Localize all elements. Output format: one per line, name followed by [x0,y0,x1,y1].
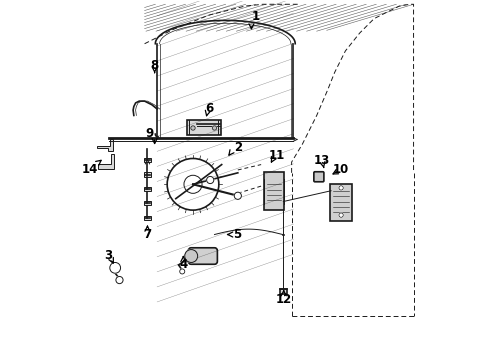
FancyBboxPatch shape [330,184,352,221]
Text: 8: 8 [150,59,159,72]
Circle shape [339,213,343,217]
FancyBboxPatch shape [144,216,151,220]
Text: 13: 13 [314,154,330,167]
FancyBboxPatch shape [314,172,324,182]
FancyBboxPatch shape [280,289,287,294]
Text: 4: 4 [179,258,188,271]
FancyBboxPatch shape [144,201,151,206]
Text: 6: 6 [205,102,213,115]
FancyBboxPatch shape [188,248,218,264]
Polygon shape [98,154,114,169]
Circle shape [212,126,217,130]
FancyBboxPatch shape [187,120,220,135]
Circle shape [207,176,214,184]
Text: 9: 9 [145,127,153,140]
Circle shape [234,192,242,199]
Text: 12: 12 [275,293,292,306]
Text: 5: 5 [233,228,241,241]
Circle shape [180,269,185,274]
Text: 2: 2 [234,141,242,154]
Text: 7: 7 [144,228,151,241]
FancyBboxPatch shape [144,172,151,177]
Text: 11: 11 [269,149,285,162]
Circle shape [185,249,197,262]
Circle shape [339,186,343,190]
Text: 10: 10 [333,163,349,176]
Polygon shape [97,139,113,151]
FancyBboxPatch shape [144,158,151,162]
Circle shape [110,262,121,273]
FancyBboxPatch shape [264,172,284,211]
Text: 14: 14 [82,163,98,176]
FancyBboxPatch shape [144,187,151,191]
Text: 1: 1 [252,10,260,23]
Circle shape [191,126,195,130]
Circle shape [116,276,123,284]
Text: 3: 3 [104,249,112,262]
